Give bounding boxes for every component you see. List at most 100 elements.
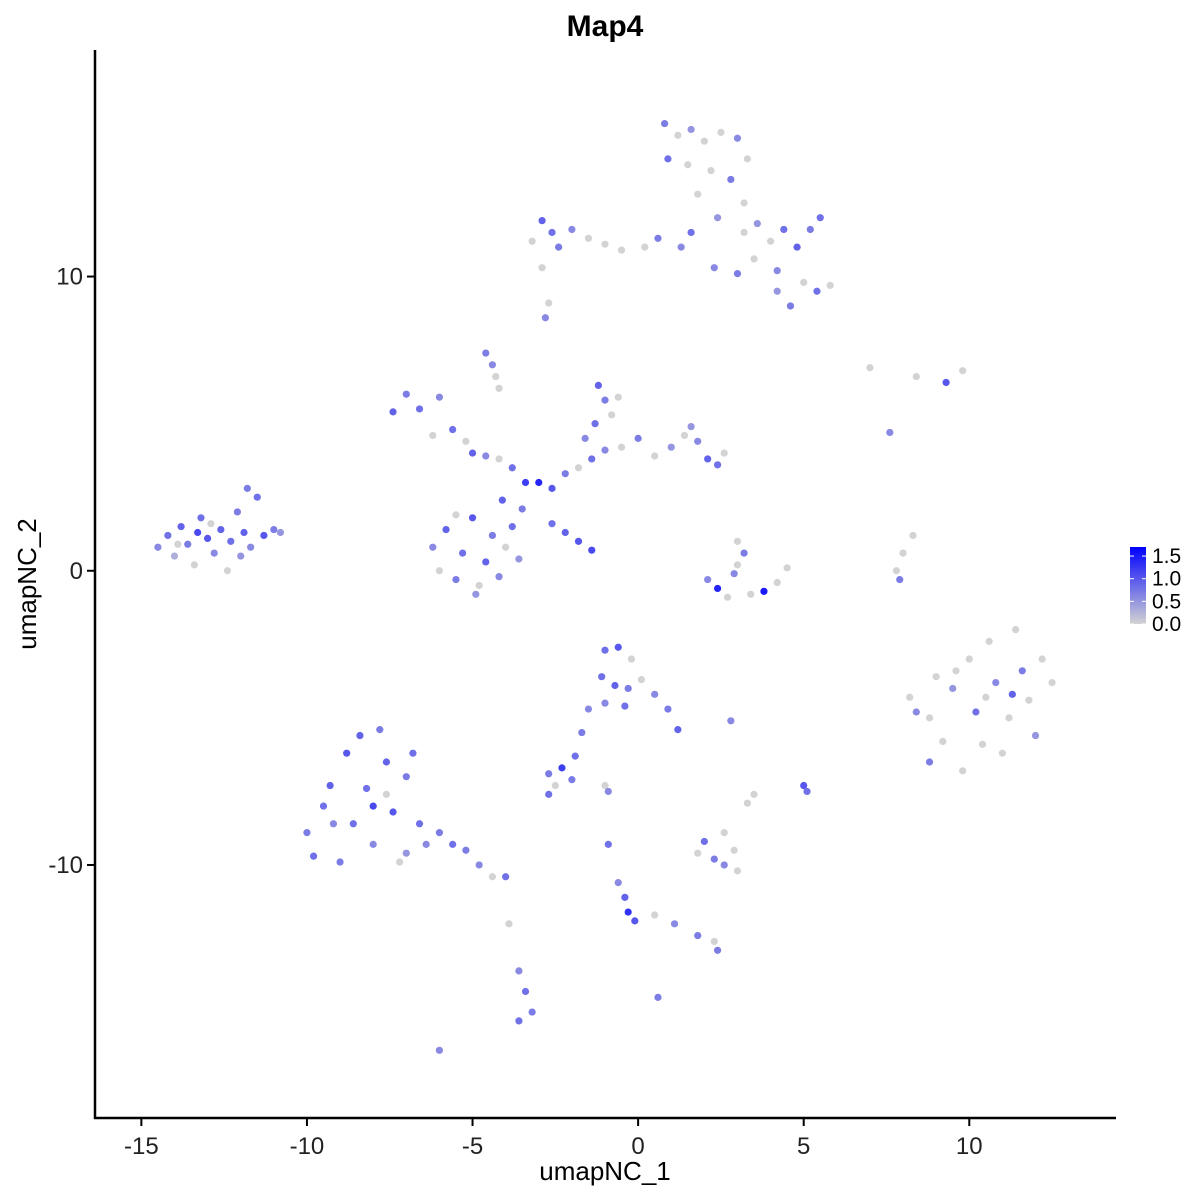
data-point (548, 484, 556, 492)
legend-tick-label: 1.0 (1152, 568, 1181, 591)
data-point (389, 408, 397, 416)
data-point (588, 455, 596, 463)
data-point (694, 190, 702, 198)
data-point (925, 758, 934, 766)
data-point (508, 523, 516, 531)
data-point (942, 378, 950, 387)
data-point (952, 667, 960, 675)
data-point (584, 705, 593, 713)
x-tick-label: 10 (956, 1133, 983, 1160)
data-point (452, 575, 460, 584)
data-point (369, 802, 377, 810)
data-point (505, 920, 513, 928)
data-point (720, 829, 728, 837)
data-point (694, 437, 702, 445)
data-point (906, 693, 914, 701)
data-point (243, 484, 251, 492)
data-point (528, 1008, 536, 1016)
data-point (634, 434, 642, 442)
data-point (598, 673, 606, 681)
data-point (783, 564, 791, 572)
data-point (680, 431, 689, 440)
data-point (604, 840, 612, 848)
data-point (1038, 655, 1046, 663)
data-point (651, 452, 659, 460)
data-point (247, 543, 255, 551)
data-point (561, 470, 569, 478)
data-point (733, 561, 742, 569)
legend-tick-label: 0.0 (1152, 613, 1181, 636)
data-point (677, 243, 685, 251)
data-point (713, 461, 722, 469)
data-point (468, 514, 477, 522)
data-point (508, 464, 516, 472)
data-point (654, 234, 662, 242)
data-point (631, 917, 639, 925)
data-point (475, 581, 483, 590)
x-tick-label: 0 (631, 1133, 644, 1160)
data-point (535, 478, 543, 487)
data-point (362, 784, 371, 793)
data-point (939, 737, 947, 746)
data-point (389, 808, 397, 816)
data-point (270, 525, 278, 534)
data-point (614, 393, 622, 401)
data-point (959, 767, 967, 775)
data-point (429, 543, 437, 551)
x-axis-ticks: -15 -10 -5 0 5 10 (124, 1118, 983, 1160)
x-tick-label: -15 (124, 1133, 159, 1160)
data-point (826, 281, 834, 289)
data-point (912, 708, 920, 716)
data-point (664, 705, 672, 713)
data-point (521, 987, 530, 996)
data-point (488, 531, 497, 540)
data-point (992, 678, 1000, 687)
data-point (674, 726, 682, 734)
data-point (376, 726, 384, 734)
data-point (670, 920, 679, 928)
data-point (343, 749, 351, 757)
data-point (174, 540, 182, 548)
data-point (409, 749, 417, 757)
data-point (949, 684, 957, 693)
data-point (773, 578, 781, 587)
data-point (197, 514, 205, 522)
data-point (727, 717, 735, 725)
data-point (521, 478, 530, 487)
data-point (574, 537, 583, 545)
data-point (1008, 690, 1016, 698)
data-point (687, 125, 695, 134)
data-point (561, 528, 569, 537)
data-point (482, 452, 490, 460)
data-point (800, 781, 808, 790)
data-point (515, 555, 523, 563)
data-point (780, 225, 788, 234)
data-point (892, 567, 901, 575)
data-point (382, 758, 391, 766)
data-point (753, 219, 761, 228)
y-tick-label: 0 (70, 558, 83, 585)
legend-tick-label: 1.5 (1152, 545, 1181, 568)
data-point (462, 846, 470, 854)
data-point (495, 573, 503, 581)
data-point (627, 655, 636, 663)
data-point (866, 364, 874, 372)
data-point (1012, 626, 1020, 634)
plot-title: Map4 (567, 10, 644, 43)
data-point (240, 528, 248, 537)
data-point (303, 829, 311, 837)
data-point (985, 637, 993, 645)
data-point (551, 781, 559, 790)
data-point (730, 846, 738, 854)
data-point (700, 837, 708, 846)
data-point (654, 993, 662, 1001)
data-point (710, 937, 718, 946)
data-point (588, 546, 596, 554)
data-point (495, 384, 503, 392)
data-point (538, 217, 546, 225)
data-point (773, 287, 781, 295)
data-point (223, 567, 232, 575)
data-point (528, 237, 536, 245)
data-point (584, 234, 593, 242)
data-point (664, 155, 672, 163)
